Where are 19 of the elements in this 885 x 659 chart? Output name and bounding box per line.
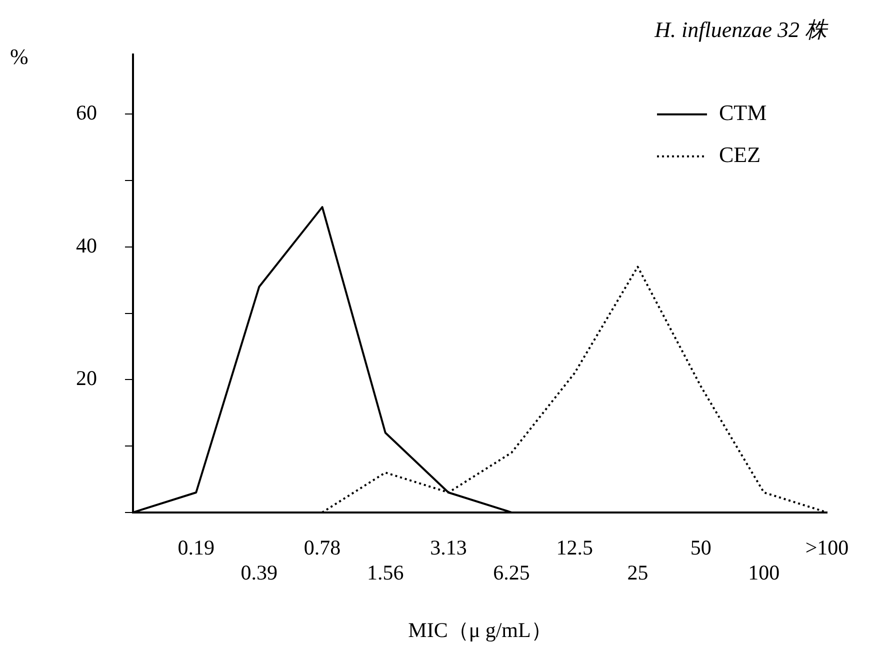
legend-label: CEZ [719,142,761,168]
x-tick-label: 0.78 [304,536,341,560]
y-tick-label: 60 [76,100,97,125]
x-tick-label: >100 [805,536,849,560]
y-tick-label: 20 [76,366,97,390]
x-tick-label: 0.19 [178,536,214,560]
chart-title: H. influenzae 32 株 [654,16,829,42]
x-tick-label: 1.56 [366,560,404,585]
legend-label: CTM [719,100,767,126]
x-tick-label: 100 [748,560,780,585]
y-axis-title: % [10,44,28,69]
x-tick-label: 0.39 [240,560,278,585]
x-tick-label: 50 [690,536,712,560]
x-tick-label: 12.5 [556,536,594,560]
x-tick-label: 6.25 [493,560,530,585]
y-tick-label: 40 [76,233,97,258]
x-axis-title: MIC（μ g/mL） [408,618,552,642]
x-tick-label: 25 [627,560,648,585]
x-tick-label: 3.13 [430,536,467,560]
